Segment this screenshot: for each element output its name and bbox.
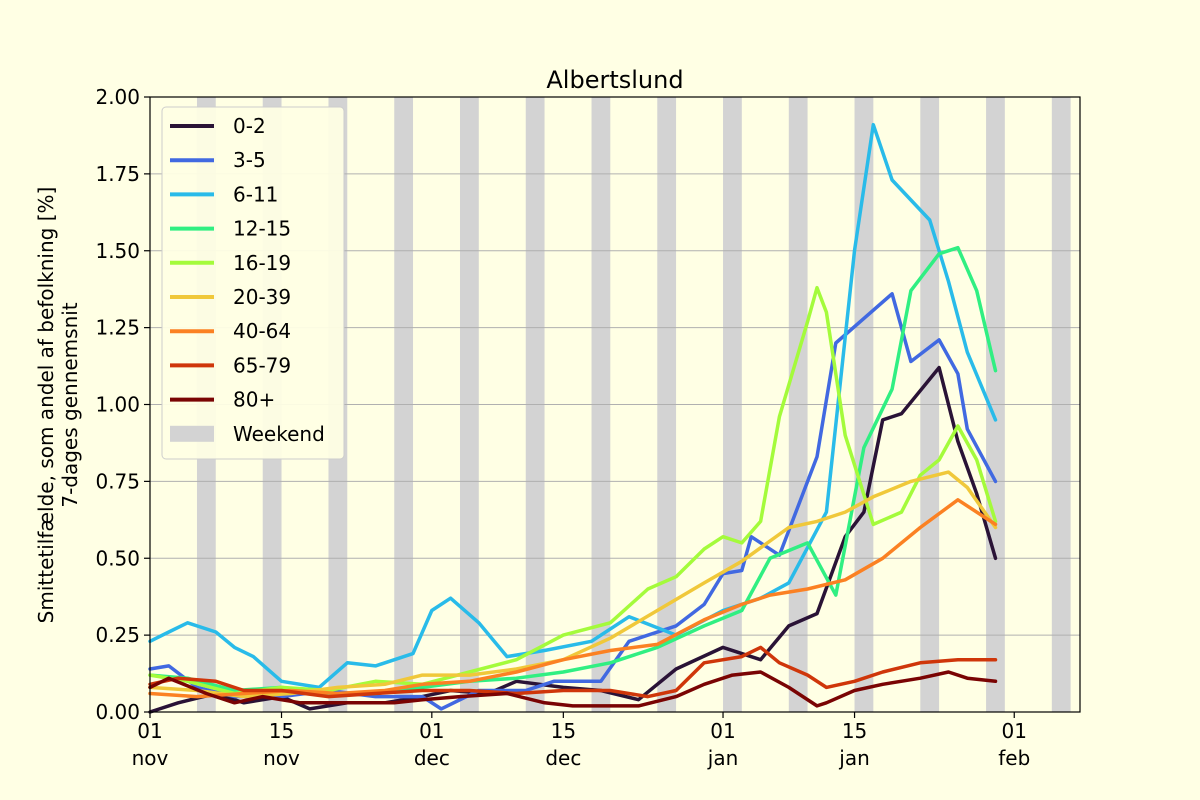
legend-label: 0-2 <box>233 114 266 138</box>
x-tick-label: 15 <box>551 719 576 743</box>
x-tick-label: 01 <box>1002 719 1027 743</box>
y-ticks: 0.00 0.25 0.50 0.75 1.00 1.25 1.50 1.75 2.00 <box>95 85 150 724</box>
series-line-65-79 <box>148 645 998 699</box>
series-line-80+ <box>148 670 998 708</box>
legend-label: 40-64 <box>233 319 291 343</box>
y-tick-label: 0.75 <box>95 469 140 493</box>
series-lines <box>148 122 998 714</box>
y-tick-label: 1.75 <box>95 162 140 186</box>
x-tick-month-label: jan <box>838 746 870 770</box>
legend-label: 6-11 <box>233 182 278 206</box>
y-tick-label: 1.25 <box>95 316 140 340</box>
x-tick-label: 01 <box>710 719 735 743</box>
legend-label: Weekend <box>233 422 325 446</box>
legend-label: 20-39 <box>233 285 291 309</box>
legend-weekend-swatch <box>170 425 214 442</box>
y-axis-label-line1: Smittetilfælde, som andel af befolkning … <box>34 187 58 624</box>
x-tick-month-label: feb <box>998 746 1030 770</box>
y-axis-label: Smittetilfælde, som andel af befolkning … <box>34 187 58 624</box>
y-tick-label: 0.25 <box>95 623 140 647</box>
legend: 0-2 3-5 6-11 12-15 16-19 20-39 40-64 65-79 80+ We… <box>161 106 345 460</box>
y-tick-label: 0.50 <box>95 546 140 570</box>
series-line-40-64 <box>148 498 998 699</box>
chart-title: Albertslund <box>546 66 683 94</box>
x-tick-label: 01 <box>419 719 444 743</box>
y-tick-label: 1.00 <box>95 393 140 417</box>
y-axis-label-line2: 7-dages gennemsnit <box>58 302 82 507</box>
legend-label: 80+ <box>233 388 275 412</box>
x-ticks: 01 nov 15 nov 01 dec 15 dec 01 jan 15 jan 01 feb <box>132 712 1030 770</box>
legend-label: 16-19 <box>233 251 291 275</box>
x-tick-label: 15 <box>269 719 294 743</box>
y-tick-label: 2.00 <box>95 85 140 109</box>
y-tick-label: 1.50 <box>95 239 140 263</box>
legend-label: 12-15 <box>233 217 291 241</box>
legend-label: 3-5 <box>233 148 266 172</box>
x-tick-month-label: nov <box>263 746 300 770</box>
x-tick-label: 01 <box>137 719 162 743</box>
x-tick-month-label: nov <box>132 746 169 770</box>
x-tick-month-label: dec <box>414 746 450 770</box>
y-tick-label: 0.00 <box>95 700 140 724</box>
x-tick-month-label: jan <box>707 746 739 770</box>
y-axis-label-2: 7-dages gennemsnit <box>58 302 82 507</box>
legend-label: 65-79 <box>233 353 291 377</box>
x-tick-label: 15 <box>842 719 867 743</box>
x-tick-month-label: dec <box>545 746 581 770</box>
